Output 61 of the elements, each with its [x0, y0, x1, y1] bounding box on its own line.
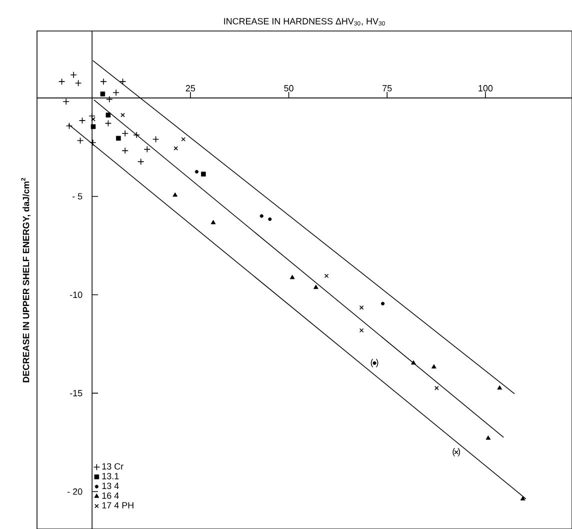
legend-label: 13 4 [102, 482, 119, 490]
point [106, 96, 113, 103]
point [411, 360, 416, 365]
point [88, 112, 96, 120]
point [104, 120, 112, 127]
y-tick-label: -10 [70, 292, 82, 298]
point [78, 117, 86, 124]
point [194, 170, 199, 174]
point [144, 146, 151, 153]
x-tick-label: 100 [478, 85, 493, 92]
point [181, 137, 186, 142]
point [486, 435, 491, 440]
annotation: ( ) [370, 358, 378, 368]
point [313, 284, 318, 289]
point [74, 80, 82, 87]
point [172, 192, 178, 197]
point [434, 386, 439, 390]
legend-label: 16 4 [102, 492, 119, 499]
point [90, 124, 96, 130]
point [89, 139, 96, 146]
point [520, 496, 526, 500]
point [133, 132, 140, 138]
point [62, 98, 70, 106]
point [58, 78, 66, 85]
point [359, 305, 364, 310]
legend-label: 13.1 [102, 472, 119, 480]
point [100, 92, 106, 96]
x-axis-title: INCREASE IN HARDNESS ΔHV$_{30}$, HV$_{30}$ [224, 18, 385, 26]
point [116, 136, 121, 141]
point [380, 302, 385, 306]
x-tick-label: 25 [186, 85, 196, 92]
point [324, 274, 329, 278]
point [122, 130, 129, 137]
point [497, 385, 502, 390]
point [70, 72, 77, 78]
point [100, 78, 107, 85]
y-tick-label: - 5 [72, 193, 82, 200]
point [112, 89, 120, 96]
point [119, 78, 126, 85]
legend-label: 17 4 PH [102, 502, 134, 508]
point [152, 136, 160, 143]
point [76, 137, 84, 144]
y-axis-title: DECREASE IN UPPER SHELF ENERGY, daJ/cm$^{2}$ [21, 178, 30, 382]
point [120, 112, 125, 118]
point [201, 172, 206, 176]
annotation: ( ) [452, 448, 460, 456]
point [359, 328, 364, 333]
legend-label: 13 Cr [102, 463, 124, 470]
point [122, 147, 129, 154]
x-tick-label: 50 [284, 85, 294, 92]
y-tick-label: -15 [70, 390, 82, 396]
point [106, 112, 111, 118]
point [290, 274, 295, 280]
point [260, 214, 264, 218]
point [268, 217, 272, 221]
y-tick-label: - 20 [68, 488, 82, 495]
point [174, 146, 178, 150]
x-tick-label: 75 [382, 85, 392, 92]
point [137, 158, 144, 166]
point [210, 220, 216, 224]
point [431, 364, 436, 368]
